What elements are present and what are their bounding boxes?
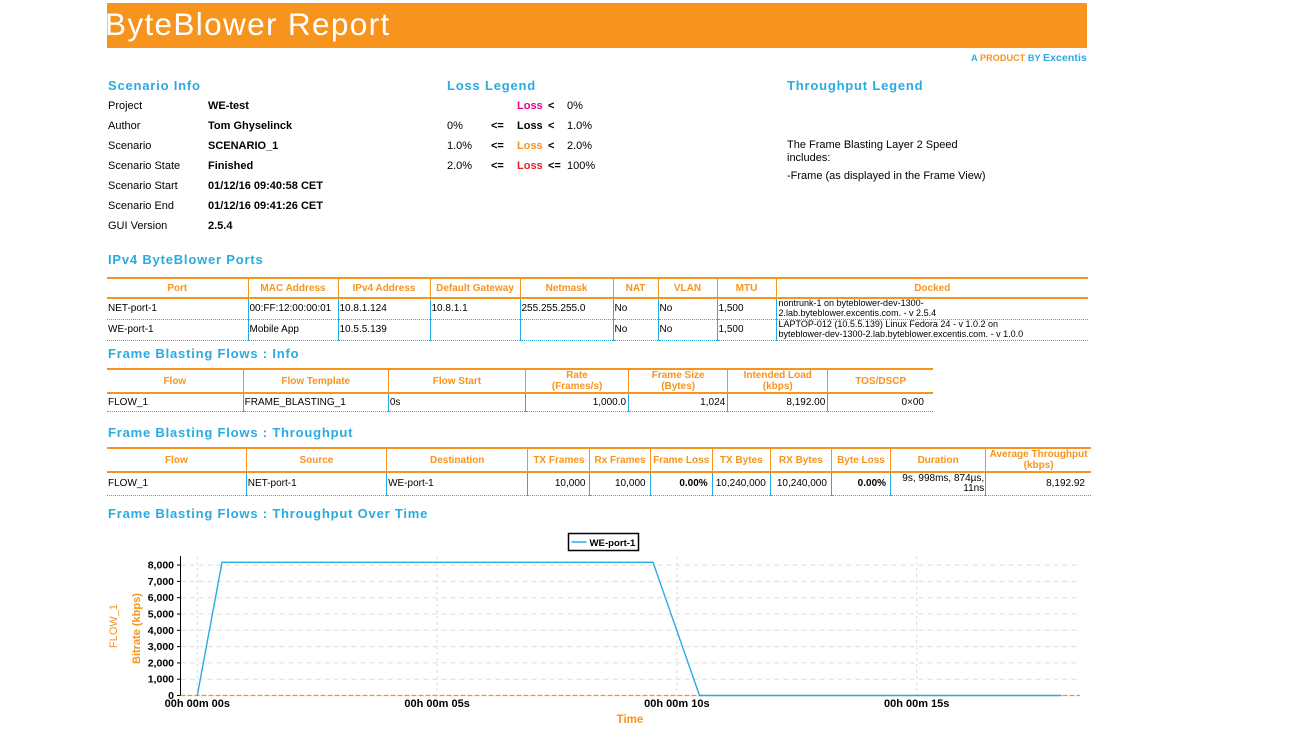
svg-text:00h 00m 00s: 00h 00m 00s: [165, 698, 230, 710]
svg-text:6,000: 6,000: [148, 592, 174, 604]
svg-text:8,000: 8,000: [148, 560, 174, 572]
svg-text:0: 0: [168, 690, 174, 702]
svg-text:00h 00m 10s: 00h 00m 10s: [644, 698, 709, 710]
svg-text:1,000: 1,000: [148, 674, 174, 686]
svg-text:4,000: 4,000: [148, 625, 174, 637]
svg-text:WE-port-1: WE-port-1: [590, 538, 636, 549]
svg-text:00h 00m 15s: 00h 00m 15s: [884, 698, 949, 710]
svg-text:7,000: 7,000: [148, 576, 174, 588]
svg-text:Time: Time: [617, 714, 644, 726]
svg-text:5,000: 5,000: [148, 609, 174, 621]
svg-text:3,000: 3,000: [148, 641, 174, 653]
svg-text:Bitrate (kbps): Bitrate (kbps): [131, 593, 143, 664]
svg-text:00h 00m 05s: 00h 00m 05s: [404, 698, 469, 710]
svg-text:FLOW_1: FLOW_1: [108, 604, 120, 648]
svg-text:2,000: 2,000: [148, 657, 174, 669]
